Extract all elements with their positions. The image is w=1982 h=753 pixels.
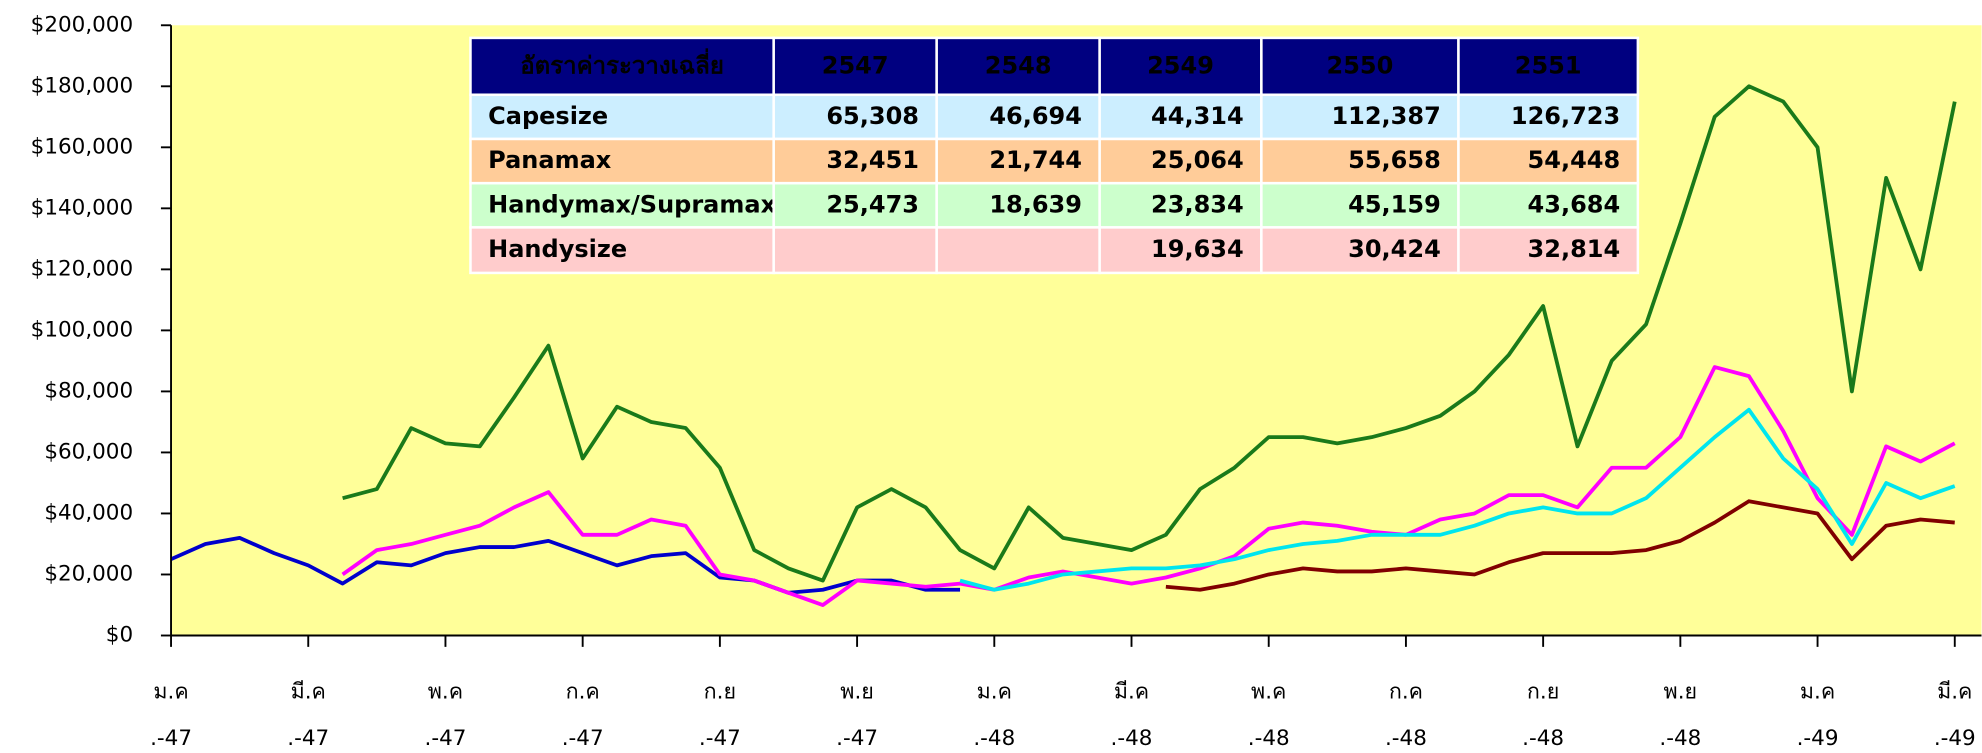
table-value: 45,159 <box>1348 190 1441 218</box>
table-header: 2549 <box>1147 51 1214 79</box>
table-value: 126,723 <box>1511 102 1620 130</box>
y-tick-label: $60,000 <box>44 439 133 464</box>
y-tick-label: $120,000 <box>31 256 133 281</box>
table-value: Handysize <box>488 235 627 263</box>
table-cell <box>1098 137 1263 185</box>
table-value: 32,814 <box>1528 235 1621 263</box>
table-cell <box>1457 226 1640 275</box>
x-tick-label: ก.ค <box>566 679 600 704</box>
x-tick-label: .-48 <box>973 726 1015 751</box>
x-tick-label: .-48 <box>1111 726 1153 751</box>
table-cell <box>935 36 1101 97</box>
series-line <box>959 407 1956 592</box>
x-tick-label: .-48 <box>1385 726 1427 751</box>
x-tick-label: .-47 <box>425 726 467 751</box>
table-header: 2550 <box>1327 51 1394 79</box>
table-value: 54,448 <box>1528 146 1621 174</box>
table-cell <box>1260 226 1460 275</box>
y-tick-label: $80,000 <box>44 378 133 403</box>
table-cell <box>1098 226 1263 275</box>
table-value: 65,308 <box>826 102 919 130</box>
x-tick-label: พ.ค <box>428 679 463 704</box>
series-line <box>341 365 1956 607</box>
table-header: 2547 <box>822 51 889 79</box>
table-value: 44,314 <box>1151 102 1244 130</box>
table-value: 25,064 <box>1151 146 1244 174</box>
x-tick-label: มี.ค <box>291 679 326 704</box>
x-tick-label: พ.ย <box>1664 679 1698 704</box>
table-cell <box>935 226 1101 275</box>
x-tick-label: ก.ย <box>1527 679 1559 704</box>
table-value: 30,424 <box>1348 235 1441 263</box>
table-value: 55,658 <box>1348 146 1441 174</box>
table-value: 19,634 <box>1151 235 1244 263</box>
table-value: Handymax/Supramax <box>488 190 776 218</box>
table-cell <box>469 36 775 97</box>
x-tick-label: .-47 <box>562 726 604 751</box>
table-value: 23,834 <box>1151 190 1244 218</box>
y-tick-label: $180,000 <box>31 73 133 98</box>
table-cell <box>1098 93 1263 141</box>
table-value: 43,684 <box>1528 190 1621 218</box>
table-cell <box>1260 93 1460 141</box>
series-line <box>170 535 961 595</box>
table-cell <box>772 226 938 275</box>
table-header: อัตราค่าระวางเฉลี่ย <box>520 47 724 79</box>
table-value: 32,451 <box>826 146 919 174</box>
x-tick-label: มี.ค <box>1114 679 1149 704</box>
table-cell <box>772 181 938 229</box>
x-tick-label: ม.ค <box>1800 679 1835 704</box>
y-tick-label: $140,000 <box>31 195 133 220</box>
table-cell <box>1260 36 1460 97</box>
x-tick-label: .-48 <box>1522 726 1564 751</box>
x-tick-label: .-47 <box>699 726 741 751</box>
table-cell <box>1457 137 1640 185</box>
table-value: Panamax <box>488 146 612 174</box>
table-value: 18,639 <box>989 190 1082 218</box>
table-cell <box>1457 181 1640 229</box>
y-tick-label: $100,000 <box>31 317 133 342</box>
x-tick-label: ก.ย <box>704 679 736 704</box>
x-tick-label: .-47 <box>150 726 192 751</box>
y-tick-label: $40,000 <box>44 500 133 525</box>
table-cell <box>1457 36 1640 97</box>
y-tick-label: $20,000 <box>44 561 133 586</box>
x-tick-label: .-49 <box>1797 726 1839 751</box>
table-cell <box>1457 93 1640 141</box>
x-tick-label: มี.ค <box>1937 679 1972 704</box>
x-tick-label: พ.ค <box>1251 679 1286 704</box>
y-tick-label: $160,000 <box>31 134 133 159</box>
table-cell <box>469 93 775 141</box>
series-line <box>342 84 1957 583</box>
x-tick-label: .-48 <box>1248 726 1290 751</box>
table-cell <box>469 181 775 229</box>
table-value: 21,744 <box>989 146 1082 174</box>
x-tick-label: พ.ย <box>840 679 874 704</box>
table-header: 2551 <box>1515 51 1582 79</box>
table-value: Capesize <box>488 102 608 130</box>
table-value: 112,387 <box>1331 102 1440 130</box>
x-tick-label: ม.ค <box>977 679 1012 704</box>
x-tick-label: ก.ค <box>1389 679 1423 704</box>
series-line <box>1165 499 1955 592</box>
table-header: 2548 <box>985 51 1052 79</box>
y-tick-label: $200,000 <box>31 12 133 37</box>
y-tick-label: $0 <box>106 623 133 648</box>
x-tick-label: ม.ค <box>153 679 188 704</box>
table-value: 25,473 <box>826 190 919 218</box>
table-value: 46,694 <box>989 102 1082 130</box>
x-tick-label: .-47 <box>836 726 878 751</box>
x-tick-label: .-47 <box>287 726 329 751</box>
x-tick-label: .-48 <box>1659 726 1701 751</box>
x-tick-label: .-49 <box>1934 726 1976 751</box>
